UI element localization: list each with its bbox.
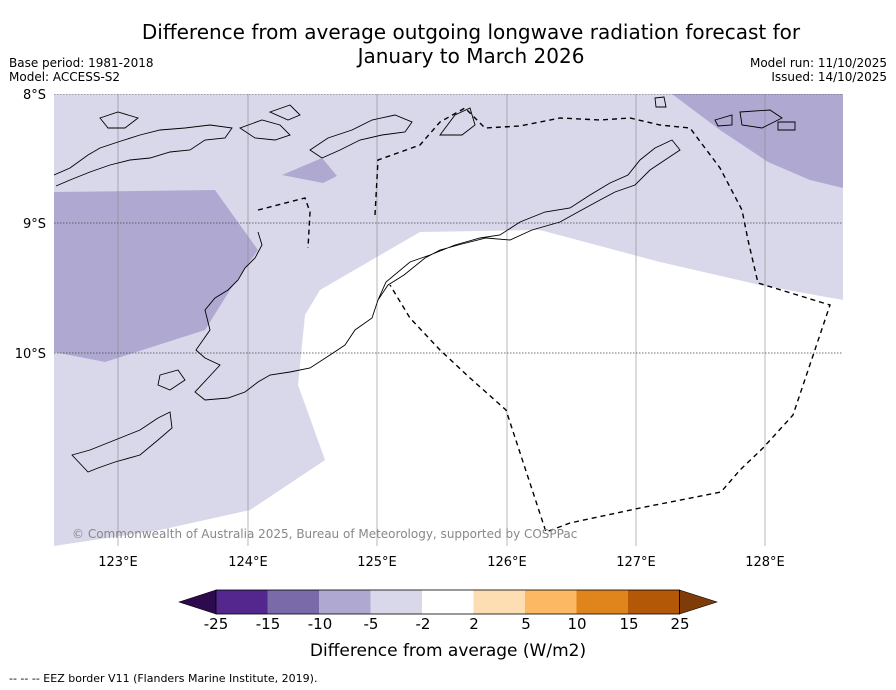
cbar-tick-8: 15 xyxy=(619,615,639,633)
lon-label-123e: 123°E xyxy=(98,555,138,570)
coastline-timor-south xyxy=(194,231,379,401)
cbar-tick-5: 2 xyxy=(469,615,479,633)
chart-title: Difference from average outgoing longwav… xyxy=(0,20,896,68)
issued-date: Issued: 14/10/2025 xyxy=(771,70,887,84)
base-period: Base period: 1981-2018 xyxy=(9,56,154,70)
coastline-timor xyxy=(377,139,681,301)
lon-label-126e: 126°E xyxy=(487,555,527,570)
colorbar-over-arrow xyxy=(679,589,718,615)
coastline-sabu xyxy=(71,411,173,473)
coastline-alor xyxy=(309,114,413,159)
cbar-tick-9: 25 xyxy=(670,615,690,633)
meta-left: Base period: 1981-2018 Model: ACCESS-S2 xyxy=(9,56,154,84)
lon-label-124e: 124°E xyxy=(228,555,268,570)
eez-footnote: -- -- -- EEZ border V11 (Flanders Marine… xyxy=(9,672,318,685)
colorbar xyxy=(178,589,718,615)
lat-gridlines xyxy=(54,94,843,354)
coastline-flores-east xyxy=(54,124,233,187)
coastline-wetar xyxy=(714,109,796,131)
lon-label-128e: 128°E xyxy=(745,555,785,570)
eez-border xyxy=(257,107,831,533)
coastline-solor xyxy=(99,111,139,129)
model-run: Model run: 11/10/2025 xyxy=(749,56,887,70)
title-line-1: Difference from average outgoing longwav… xyxy=(141,20,801,44)
colorbar-under-arrow xyxy=(178,589,217,615)
coastline-north-islands xyxy=(439,107,476,136)
cbar-tick-2: -10 xyxy=(307,615,333,633)
lon-label-127e: 127°E xyxy=(616,555,656,570)
map-area: © Commonwealth of Australia 2025, Bureau… xyxy=(54,94,843,546)
coastlines xyxy=(54,96,796,473)
anomaly-region-small xyxy=(282,158,337,183)
model-name: Model: ACCESS-S2 xyxy=(9,70,121,84)
colorbar-swatch-1 xyxy=(216,590,268,614)
meta-right: Model run: 11/10/2025 Issued: 14/10/2025 xyxy=(750,56,887,84)
colorbar-outline xyxy=(215,589,680,615)
copyright-text: © Commonwealth of Australia 2025, Bureau… xyxy=(72,527,577,541)
colorbar-title: Difference from average (W/m2) xyxy=(309,641,587,661)
lat-label-10s: 10°S xyxy=(15,347,46,362)
colorbar-swatch-3 xyxy=(319,590,371,614)
colorbar-swatch-9 xyxy=(628,590,680,614)
lat-label-9s: 9°S xyxy=(23,217,46,232)
colorbar-swatch-6 xyxy=(473,590,525,614)
colorbar-swatch-7 xyxy=(525,590,577,614)
lat-label-8s: 8°S xyxy=(23,88,46,103)
title-line-2: January to March 2026 xyxy=(357,44,585,68)
colorbar-swatch-2 xyxy=(267,590,319,614)
colorbar-swatch-4 xyxy=(370,590,422,614)
coastline-roti xyxy=(157,369,186,391)
cbar-tick-4: -2 xyxy=(415,615,431,633)
anomaly-region-northeast xyxy=(672,94,843,188)
coastline-lembata xyxy=(239,119,291,141)
cbar-tick-0: -25 xyxy=(203,615,229,633)
coastline-small-islet xyxy=(654,96,667,108)
anomaly-region-light xyxy=(54,94,843,546)
lat-labels: 8°S 9°S 10°S xyxy=(15,88,46,362)
cbar-tick-1: -15 xyxy=(255,615,281,633)
cbar-tick-7: 10 xyxy=(567,615,587,633)
coastline-pantar xyxy=(268,104,301,121)
lon-label-125e: 125°E xyxy=(357,555,397,570)
colorbar-swatch-5 xyxy=(422,590,474,614)
colorbar-swatch-8 xyxy=(576,590,628,614)
cbar-tick-6: 5 xyxy=(521,615,531,633)
cbar-tick-3: -5 xyxy=(363,615,379,633)
lon-labels: 123°E 124°E 125°E 126°E 127°E 128°E xyxy=(98,555,785,570)
